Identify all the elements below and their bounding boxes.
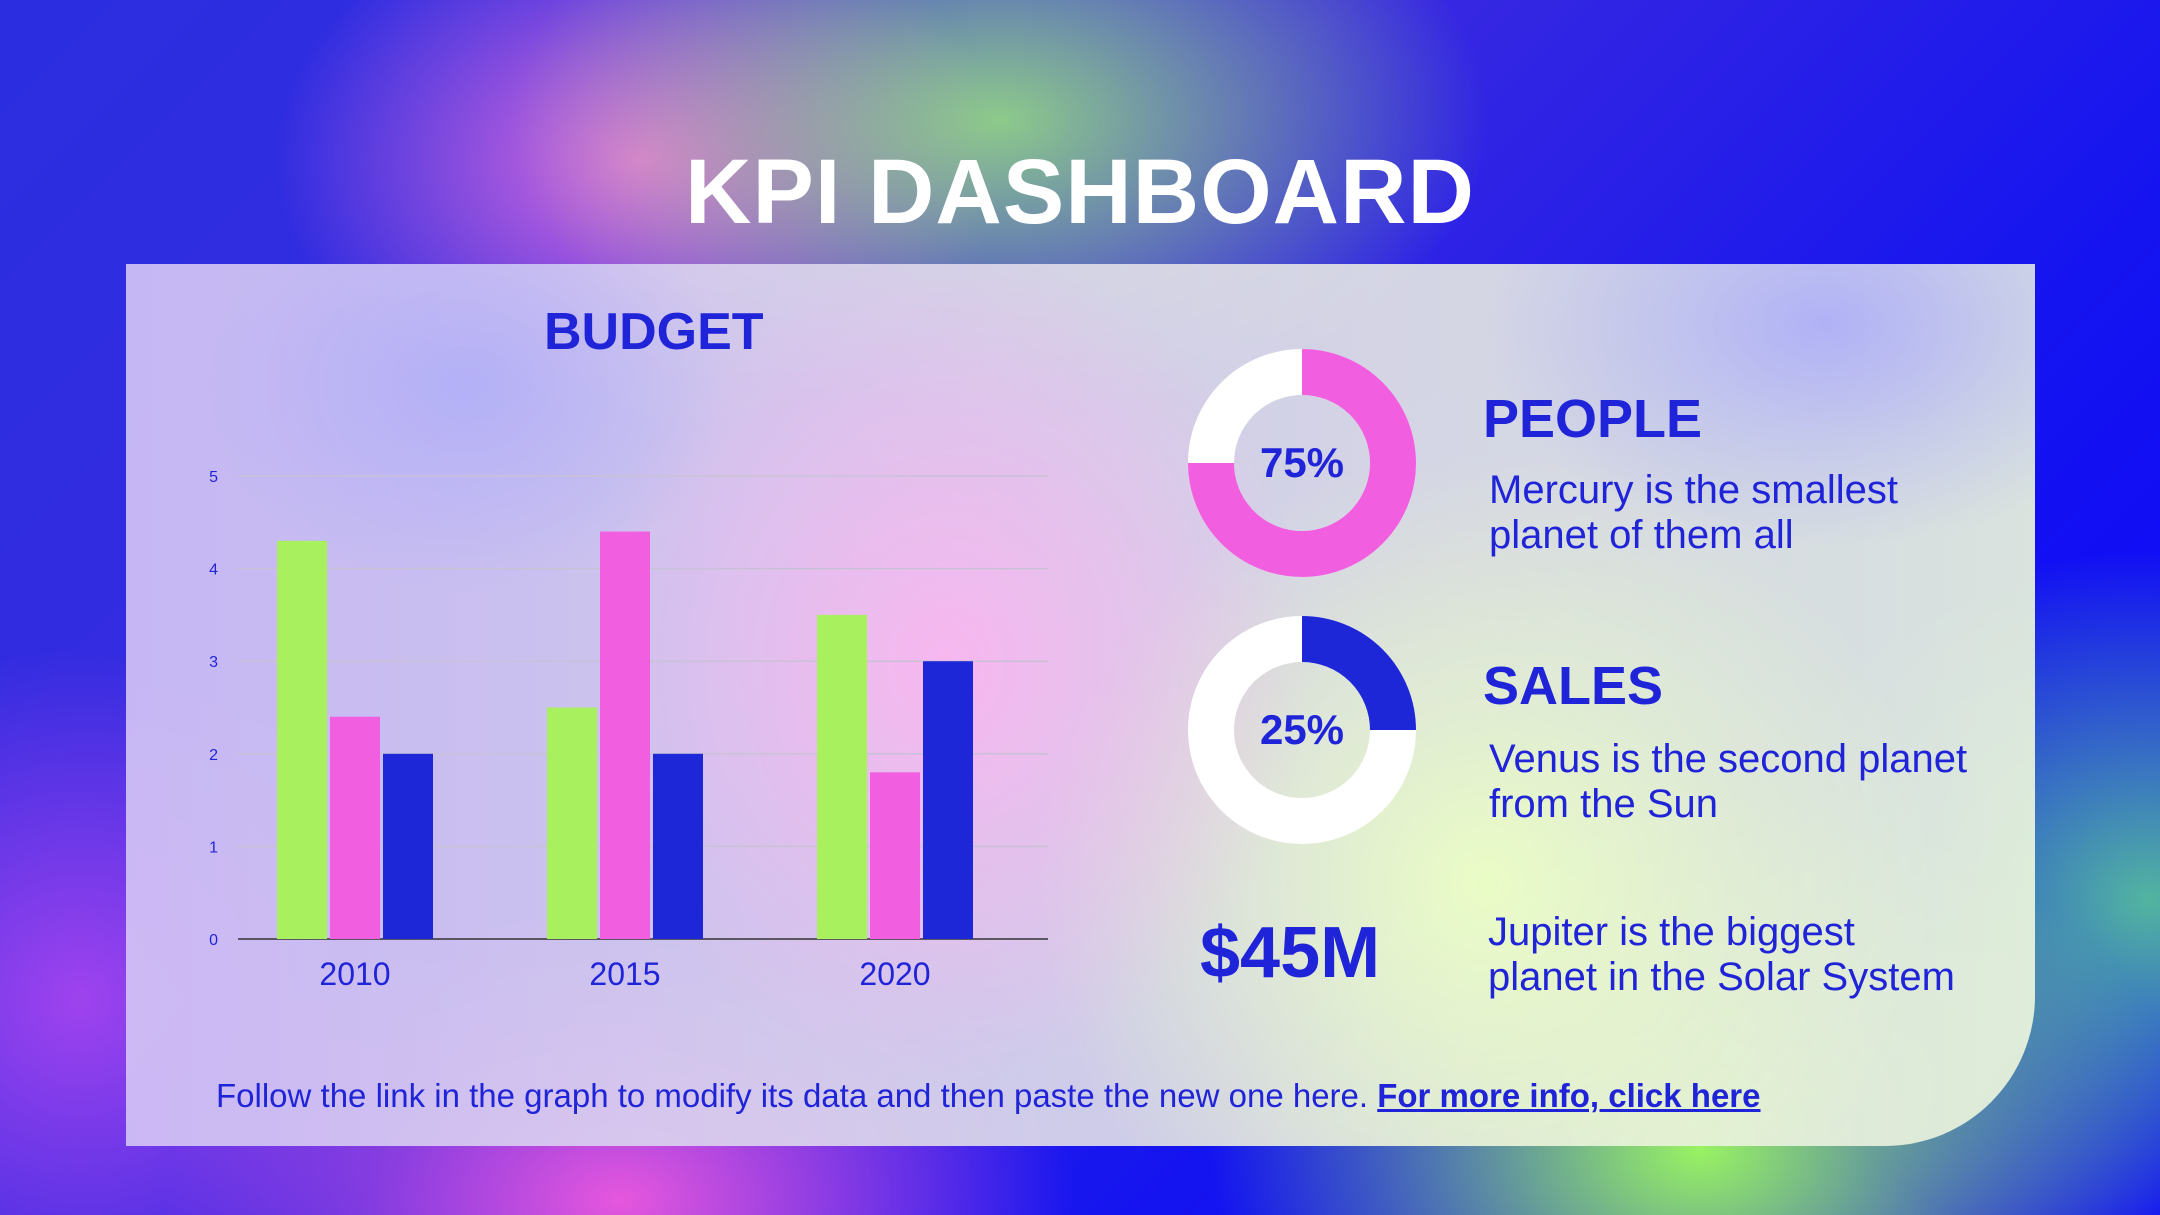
y-tick-label: 5	[209, 469, 218, 486]
bar	[817, 614, 867, 939]
people-percent-label: 75%	[1259, 439, 1345, 486]
people-description: Mercury is the smallest planet of them a…	[1489, 468, 1898, 558]
bar	[330, 716, 380, 939]
budget-title: BUDGET	[544, 303, 764, 361]
sales-description: Venus is the second planet from the Sun	[1489, 737, 1967, 827]
people-donut-chart: 75%	[1187, 348, 1417, 578]
sales-description-line2: from the Sun	[1489, 782, 1719, 826]
x-tick-label: 2015	[589, 956, 660, 992]
more-info-link[interactable]: For more info, click here	[1377, 1077, 1761, 1114]
y-tick-label: 1	[209, 839, 218, 856]
sales-title: SALES	[1483, 656, 1664, 716]
y-tick-label: 3	[209, 654, 218, 671]
people-description-line1: Mercury is the smallest	[1489, 468, 1898, 512]
sales-donut-svg	[1188, 616, 1416, 844]
footer-note: Follow the link in the graph to modify i…	[216, 1077, 1761, 1115]
y-tick-label: 0	[209, 932, 218, 949]
x-tick-label: 2020	[859, 956, 930, 992]
donut-fill-arc	[1301, 616, 1416, 731]
value-description-line1: Jupiter is the biggest	[1488, 910, 1855, 954]
x-tick-label: 2010	[319, 956, 390, 992]
value-description: Jupiter is the biggest planet in the Sol…	[1488, 910, 1955, 1000]
sales-percent-label: 25%	[1259, 706, 1345, 753]
bar	[547, 707, 597, 939]
dashboard-panel	[126, 264, 2035, 1146]
value-description-line2: planet in the Solar System	[1488, 955, 1955, 999]
bar	[600, 531, 650, 939]
donut-fill-arc	[1188, 349, 1416, 577]
y-tick-label: 4	[209, 562, 218, 579]
y-tick-label: 2	[209, 747, 218, 764]
people-donut-svg	[1188, 349, 1416, 577]
bar	[923, 661, 973, 939]
page-title: KPI DASHBOARD	[685, 141, 1475, 243]
bar	[277, 540, 327, 939]
budget-value: $45M	[1200, 913, 1381, 993]
footer-text: Follow the link in the graph to modify i…	[216, 1077, 1369, 1114]
sales-donut-chart: 25%	[1187, 615, 1417, 845]
bar	[870, 772, 920, 939]
budget-bar-chart: 0 1 2 3 4 5 2010 2015 2020	[209, 469, 1048, 992]
people-title: PEOPLE	[1483, 389, 1703, 449]
bar	[653, 753, 703, 939]
sales-description-line1: Venus is the second planet	[1489, 737, 1968, 781]
people-description-line2: planet of them all	[1489, 513, 1794, 557]
bar	[383, 753, 433, 939]
